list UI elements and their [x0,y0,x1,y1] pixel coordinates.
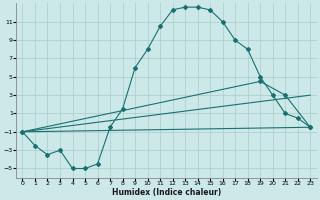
X-axis label: Humidex (Indice chaleur): Humidex (Indice chaleur) [112,188,221,197]
